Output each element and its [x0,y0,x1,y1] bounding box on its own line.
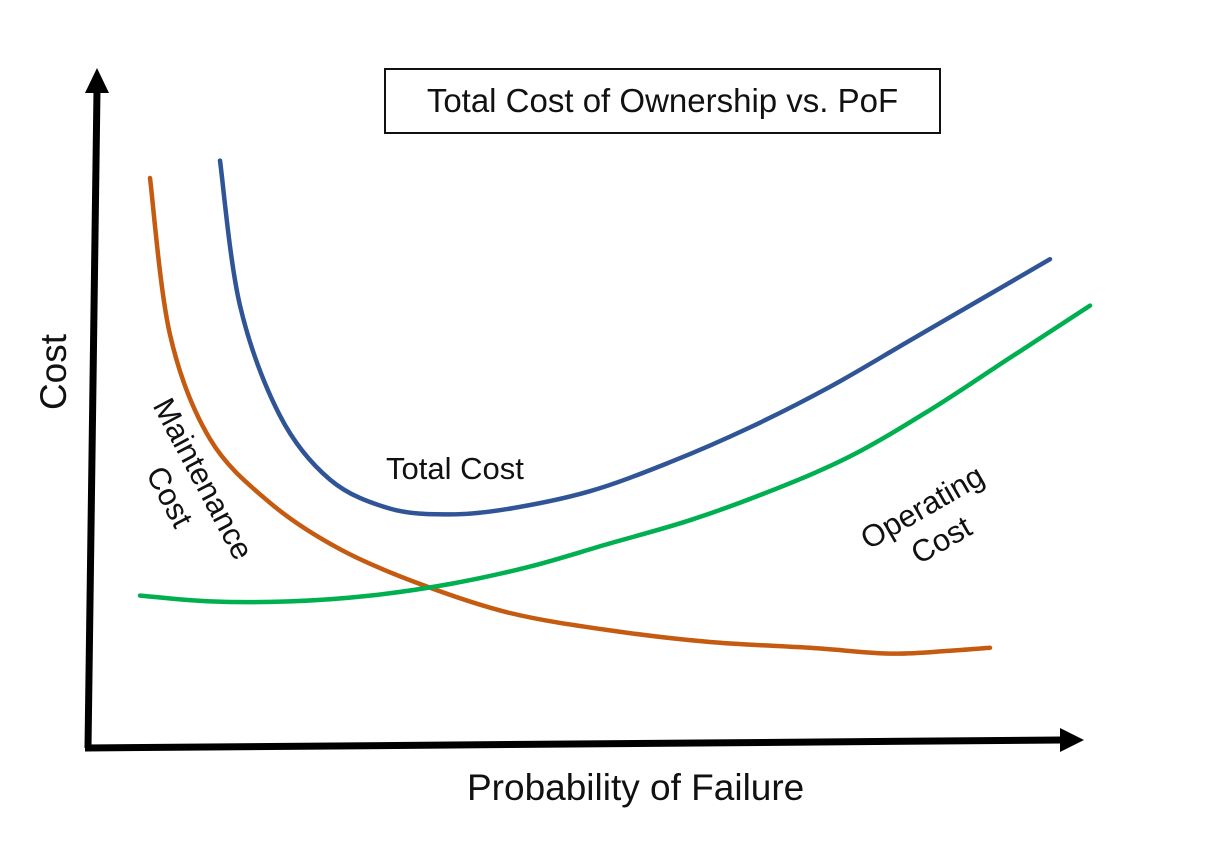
maintenance-cost-line [147,175,993,656]
y-axis-arrow-icon [85,68,109,93]
operating-cost-line [137,303,1093,605]
chart-title: Total Cost of Ownership vs. PoF [384,68,941,134]
x-axis-arrow-icon [1060,728,1084,752]
y-axis-label: Cost [33,333,74,411]
x-axis-label: Probability of Failure [467,767,805,808]
y-axis [84,89,101,749]
x-axis [84,736,1063,752]
series-layer [137,158,1093,656]
total-cost-label: Total Cost [386,451,524,486]
total-cost-line [217,158,1053,517]
